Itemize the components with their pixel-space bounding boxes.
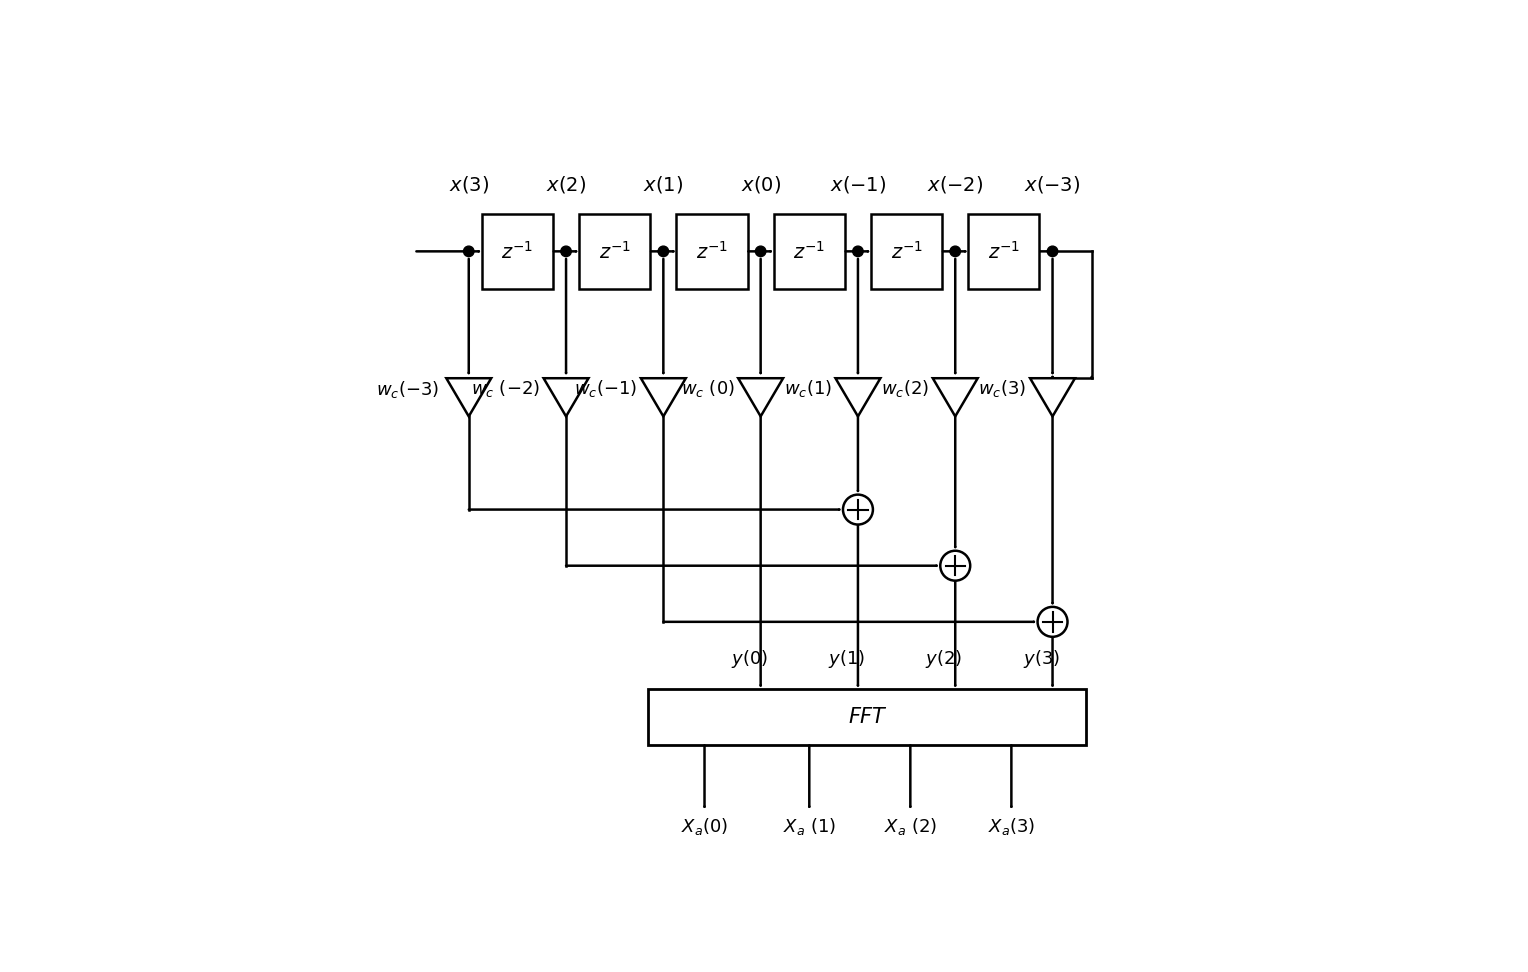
Bar [969,214,1039,289]
Text: $y(3)$: $y(3)$ [1022,648,1060,671]
Polygon shape [640,378,686,416]
Polygon shape [738,378,784,416]
Text: $x(3)$: $x(3)$ [449,174,489,195]
Polygon shape [836,378,880,416]
Bar [773,214,845,289]
Text: $z^{-1}$: $z^{-1}$ [695,240,727,262]
Text: $x(-2)$: $x(-2)$ [927,174,984,195]
Bar [648,689,1086,746]
Circle shape [463,246,474,257]
Text: $w_c(1)$: $w_c(1)$ [784,378,831,399]
Circle shape [1038,607,1068,637]
Text: $x(-3)$: $x(-3)$ [1024,174,1080,195]
Text: FFT: FFT [850,708,886,727]
Circle shape [561,246,571,257]
Text: $w_c(-1)$: $w_c(-1)$ [575,378,637,399]
Bar [677,214,747,289]
Polygon shape [446,378,490,416]
Text: $w_c(3)$: $w_c(3)$ [978,378,1027,399]
Text: $X_a\ (2)$: $X_a\ (2)$ [883,816,937,838]
Circle shape [659,246,669,257]
Circle shape [950,246,961,257]
Polygon shape [1030,378,1076,416]
Text: $z^{-1}$: $z^{-1}$ [501,240,533,262]
Circle shape [843,495,872,525]
Text: $w_c\ (0)$: $w_c\ (0)$ [680,378,735,399]
Circle shape [755,246,766,257]
Text: $X_a\ (1)$: $X_a\ (1)$ [782,816,836,838]
Text: $y(2)$: $y(2)$ [926,648,963,671]
Circle shape [853,246,863,257]
Circle shape [940,551,970,580]
Text: $z^{-1}$: $z^{-1}$ [989,240,1019,262]
Text: $w_c(-3)$: $w_c(-3)$ [376,379,439,400]
Text: $x(-1)$: $x(-1)$ [830,174,886,195]
Text: $z^{-1}$: $z^{-1}$ [793,240,825,262]
Text: $y(0)$: $y(0)$ [730,648,769,671]
Bar [579,214,651,289]
Bar [871,214,943,289]
Text: $X_a(0)$: $X_a(0)$ [681,816,729,838]
Text: $x(2)$: $x(2)$ [545,174,587,195]
Text: $x(1)$: $x(1)$ [643,174,683,195]
Text: $z^{-1}$: $z^{-1}$ [891,240,923,262]
Text: $w_c(2)$: $w_c(2)$ [882,378,929,399]
Text: $y(1)$: $y(1)$ [828,648,865,671]
Circle shape [1047,246,1057,257]
Text: $w_c\ (-2)$: $w_c\ (-2)$ [471,378,539,399]
Polygon shape [544,378,588,416]
Text: $X_a(3)$: $X_a(3)$ [987,816,1034,838]
Text: $z^{-1}$: $z^{-1}$ [599,240,631,262]
Bar [481,214,553,289]
Polygon shape [932,378,978,416]
Text: $x(0)$: $x(0)$ [741,174,781,195]
